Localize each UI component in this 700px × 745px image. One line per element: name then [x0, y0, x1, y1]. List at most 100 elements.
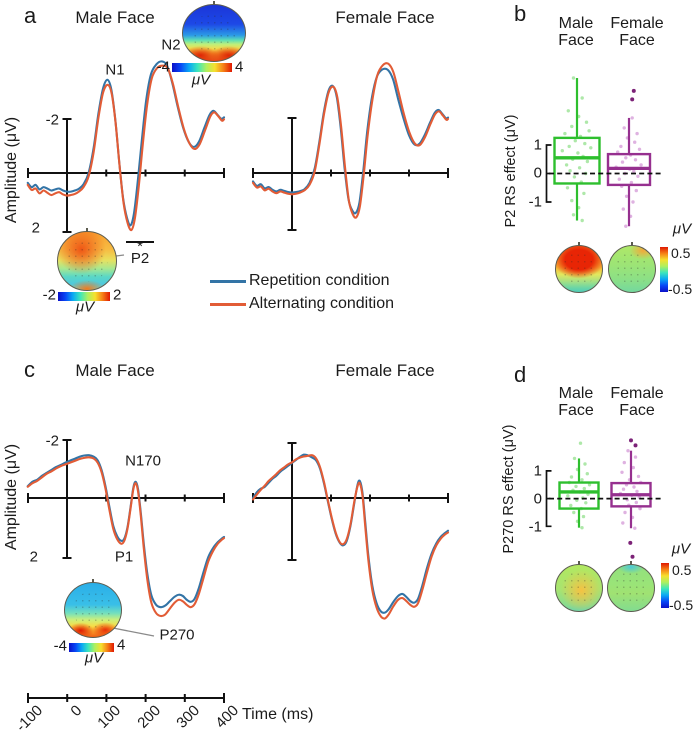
panel-c-letter: c	[24, 357, 35, 382]
panel-b-y-axis-label: P2 RS effect (μV)	[503, 114, 519, 228]
p270-pointer-line	[112, 627, 155, 637]
outlier-point	[633, 443, 638, 448]
erp-waveform-alternating-condition	[251, 454, 450, 620]
scatter-point	[620, 470, 624, 474]
scatter-point	[619, 144, 623, 149]
box	[558, 481, 600, 510]
scatter-point	[623, 510, 627, 515]
scatter-point	[580, 526, 584, 530]
scatter-point	[635, 131, 639, 136]
scatter-point	[581, 514, 586, 519]
scatter-point	[617, 177, 621, 181]
scatter-point	[580, 96, 584, 100]
scatter-point	[560, 149, 564, 153]
p2-colorbar-max-label: 2	[113, 286, 122, 304]
scatter-point	[626, 449, 630, 453]
panel-d-colorbar-max-label: 0.5	[672, 562, 692, 578]
scatter-point	[587, 129, 591, 133]
scatter-point	[568, 169, 572, 173]
scatter-point	[630, 116, 634, 120]
panel-b-colorbar-unit-label: μV	[672, 220, 692, 238]
time-axis-label: Time (ms)	[242, 706, 314, 723]
panel-c-ytick-neg2: -2	[45, 432, 59, 450]
panel-a-letter: a	[24, 3, 37, 28]
scatter-point	[622, 126, 626, 130]
panel-d-ytick-0: 0	[533, 490, 542, 508]
n2-topography-map	[182, 4, 246, 62]
panel-c-female-title: Female Face	[335, 361, 435, 380]
panel-d-female-header: Female Face	[610, 385, 664, 419]
p270-component-label: P270	[159, 626, 195, 644]
panel-d-ytick-neg1: -1	[528, 518, 542, 536]
scatter-point	[633, 455, 638, 459]
n2-colorbar-max-label: 4	[235, 58, 244, 76]
scatter-point	[621, 207, 625, 211]
outlier-point	[631, 88, 636, 93]
scatter-point	[569, 475, 574, 479]
erp-waveform-repetition-condition	[251, 453, 450, 614]
panel-a-male-title: Male Face	[75, 8, 155, 27]
panel-c-ytick-pos2: 2	[29, 548, 38, 566]
p270-colorbar-min-label: -4	[53, 637, 67, 655]
panel-c-male-title: Male Face	[75, 361, 155, 380]
scatter-point	[583, 141, 587, 146]
scatter-point	[589, 146, 593, 150]
n170-component-label: N170	[125, 452, 161, 470]
panel-a-amplitude-axis-label: Amplitude (μV)	[3, 116, 20, 224]
p2-significance-label: * P2	[126, 239, 154, 267]
panel-a-ytick-pos2: 2	[31, 219, 40, 237]
p2-rs-male-topography-map	[555, 245, 603, 293]
scatter-point	[573, 139, 577, 143]
scatter-point	[578, 441, 583, 445]
scatter-point	[583, 462, 587, 466]
panel-b-ytick-neg1: -1	[528, 193, 542, 211]
scatter-point	[572, 175, 577, 179]
scatter-point	[563, 131, 567, 136]
scatter-point	[580, 478, 584, 482]
panel-d-y-axis-label: P270 RS effect (μV)	[501, 424, 517, 554]
erp-waveform-alternating-condition	[26, 456, 226, 618]
p2-colorbar	[58, 292, 110, 301]
scatter-point	[633, 140, 637, 144]
panel-d-colorbar-unit-label: μV	[671, 540, 691, 558]
outlier-point	[630, 554, 635, 559]
scatter-point	[566, 109, 570, 113]
n2-colorbar	[172, 63, 232, 72]
scatter-point	[632, 169, 636, 173]
scatter-point	[582, 191, 586, 196]
scatter-point	[570, 124, 574, 129]
scatter-point	[634, 188, 638, 193]
p2-component-label: P2	[130, 250, 150, 267]
p2-colorbar-min-label: -2	[42, 286, 56, 304]
outlier-point	[629, 438, 633, 443]
erp-waveform-repetition-condition	[26, 454, 226, 609]
scatter-point	[637, 147, 642, 151]
scatter-point	[571, 76, 576, 80]
scatter-point	[624, 224, 628, 228]
panel-d-male-header: Male Face	[558, 385, 594, 419]
p270-rs-female-topography-map	[607, 564, 655, 612]
p2-topography-map	[57, 231, 117, 291]
scatter-point	[574, 484, 578, 489]
scatter-point	[636, 174, 640, 178]
scatter-point	[584, 501, 588, 505]
scatter-point	[631, 200, 635, 204]
scatter-point	[569, 503, 573, 508]
p270-topography-map	[64, 582, 122, 638]
scatter-point	[633, 158, 638, 162]
scatter-point	[565, 186, 570, 190]
n2-colorbar-min-label: -4	[156, 58, 170, 76]
panel-b-colorbar-min-label: -0.5	[668, 281, 693, 297]
scatter-point	[585, 159, 590, 164]
panel-b-ytick-0: 0	[533, 164, 542, 182]
scatter-point	[634, 500, 638, 505]
panel-a-ytick-neg2: -2	[45, 111, 59, 129]
scatter-point	[566, 494, 570, 498]
panel-d-letter: d	[514, 362, 527, 387]
legend-swatch-alternating	[210, 303, 246, 306]
scatter-point	[585, 472, 589, 476]
n2-component-label: N2	[161, 36, 181, 54]
panel-b-ytick-1: 1	[533, 136, 542, 154]
panel-a-female-title: Female Face	[335, 8, 435, 27]
